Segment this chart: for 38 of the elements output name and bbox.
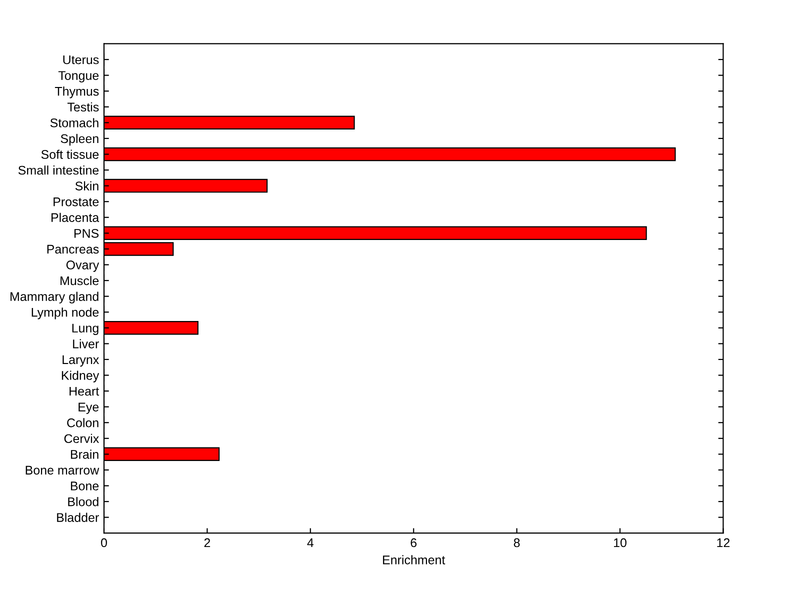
- y-tick-label: Uterus: [63, 55, 99, 64]
- x-tick-label: 2: [204, 538, 210, 548]
- y-tick-label: PNS: [74, 228, 99, 238]
- y-tick-label: Eye: [78, 402, 99, 414]
- y-tick-label: Liver: [73, 339, 99, 348]
- x-axis-title: Enrichment: [383, 555, 446, 564]
- x-tick-label: 12: [717, 538, 730, 548]
- y-tick-label: Mammary gland: [10, 292, 98, 304]
- y-tick-label: Cervix: [64, 434, 100, 444]
- y-tick-label: Pancreas: [47, 244, 99, 254]
- y-tick-label: Placenta: [52, 212, 100, 222]
- y-tick-label: Lung: [72, 324, 98, 336]
- y-tick-label: Kidney: [62, 370, 100, 382]
- y-tick-label: Bone: [70, 482, 99, 490]
- y-tick-label: Blood: [68, 497, 98, 506]
- y-tick-label: Small intestine: [18, 165, 99, 175]
- y-tick-label: Lymph node: [32, 308, 99, 320]
- y-tick-label: Skin: [75, 181, 98, 190]
- y-tick-label: Testis: [67, 102, 99, 112]
- y-tick-label: Heart: [70, 386, 100, 396]
- x-tick-label: 6: [410, 538, 417, 548]
- y-tick-label: Soft tissue: [41, 150, 99, 159]
- y-tick-label: Ovary: [66, 260, 100, 272]
- y-tick-label: Brain: [70, 450, 98, 459]
- y-tick-label: Prostate: [54, 198, 99, 206]
- x-tick-label: 8: [514, 538, 520, 548]
- y-tick-label: Spleen: [60, 134, 98, 146]
- y-tick-label: Colon: [67, 418, 98, 428]
- x-tick-label: 4: [307, 538, 314, 548]
- y-tick-label: Stomach: [50, 118, 98, 128]
- x-tick-label: 0: [101, 538, 107, 548]
- y-tick-label: Bladder: [57, 512, 99, 522]
- y-tick-label: Bone marrow: [26, 466, 100, 475]
- x-tick-label: 10: [614, 538, 626, 548]
- y-tick-label: Tongue: [58, 71, 99, 82]
- y-tick-label: Larynx: [62, 355, 100, 367]
- y-tick-label: Muscle: [60, 276, 99, 286]
- y-tick-label: Thymus: [54, 86, 99, 98]
